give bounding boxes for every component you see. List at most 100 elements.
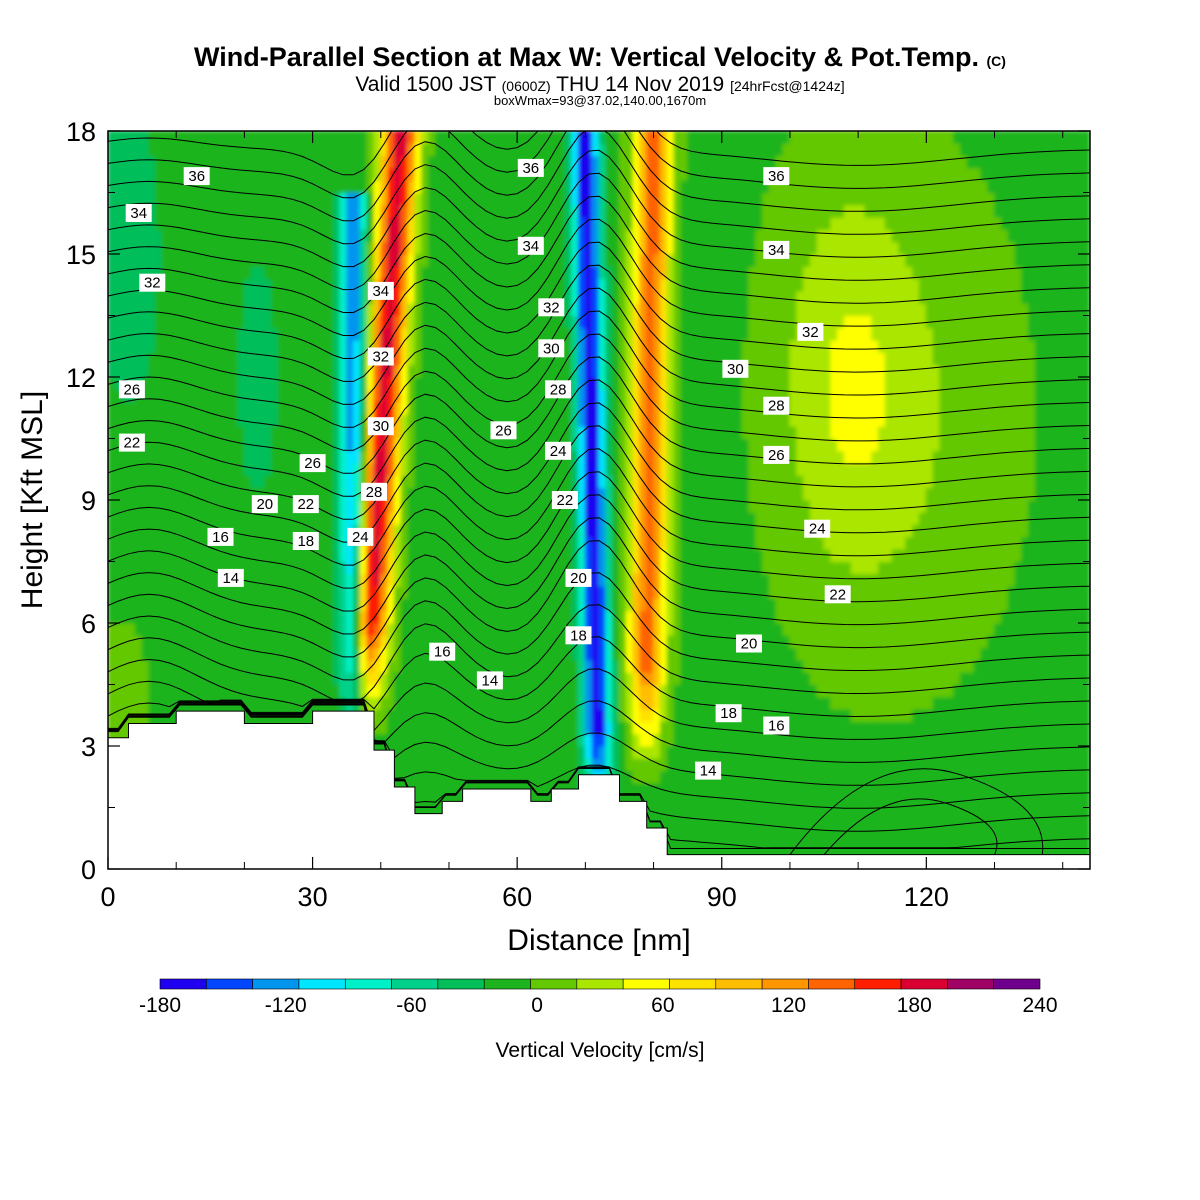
velocity-cell xyxy=(339,585,348,599)
velocity-cell xyxy=(121,659,129,673)
velocity-cell xyxy=(353,684,361,698)
velocity-cell xyxy=(230,179,239,193)
velocity-cell xyxy=(305,413,314,427)
velocity-cell xyxy=(264,155,273,169)
velocity-cell xyxy=(407,204,416,218)
velocity-cell xyxy=(243,561,252,575)
velocity-cell xyxy=(448,671,457,685)
velocity-cell xyxy=(162,536,170,550)
velocity-cell xyxy=(598,253,607,267)
velocity-cell xyxy=(421,228,430,243)
velocity-cell xyxy=(550,684,559,698)
velocity-cell xyxy=(428,192,436,206)
velocity-cell xyxy=(659,216,668,230)
velocity-cell xyxy=(659,548,668,562)
velocity-cell xyxy=(353,413,361,427)
velocity-cell xyxy=(666,265,675,280)
velocity-cell xyxy=(121,179,129,193)
velocity-cell xyxy=(496,745,505,759)
velocity-cell xyxy=(243,179,252,193)
velocity-cell xyxy=(332,364,341,378)
velocity-cell xyxy=(434,597,443,612)
velocity-cell xyxy=(380,561,389,575)
velocity-cell xyxy=(305,647,314,661)
velocity-cell xyxy=(618,573,627,587)
velocity-cell xyxy=(666,462,675,476)
velocity-cell xyxy=(659,228,668,243)
velocity-cell xyxy=(250,364,259,378)
velocity-cell xyxy=(646,524,655,538)
velocity-cell xyxy=(605,610,614,624)
velocity-cell xyxy=(612,757,620,772)
velocity-cell xyxy=(605,315,614,329)
velocity-cell xyxy=(625,647,634,661)
velocity-cell xyxy=(373,647,382,661)
velocity-cell xyxy=(162,561,170,575)
velocity-cell xyxy=(421,720,430,735)
velocity-cell xyxy=(496,253,505,267)
velocity-cell xyxy=(414,782,423,796)
velocity-cell xyxy=(489,634,498,649)
velocity-cell xyxy=(407,720,416,735)
velocity-cell xyxy=(659,142,668,157)
velocity-cell xyxy=(530,302,539,316)
velocity-cell xyxy=(632,192,641,206)
velocity-cell xyxy=(543,548,552,562)
velocity-cell xyxy=(387,339,395,353)
velocity-cell xyxy=(202,462,211,476)
velocity-cell xyxy=(196,179,204,193)
velocity-cell xyxy=(496,413,505,427)
velocity-cell xyxy=(659,339,668,353)
velocity-cell xyxy=(428,155,436,169)
velocity-cell xyxy=(196,376,204,390)
velocity-cell xyxy=(516,228,525,243)
velocity-cell xyxy=(400,376,409,390)
velocity-cell xyxy=(243,634,252,649)
velocity-cell xyxy=(591,684,600,698)
velocity-cell xyxy=(482,315,491,329)
velocity-cell xyxy=(421,684,430,698)
velocity-cell xyxy=(380,327,389,341)
velocity-cell xyxy=(646,647,655,661)
velocity-cell xyxy=(134,622,143,636)
velocity-cell xyxy=(414,708,423,722)
velocity-cell xyxy=(264,634,273,649)
velocity-cell xyxy=(578,487,586,501)
velocity-cell xyxy=(400,474,409,489)
velocity-cell xyxy=(257,327,266,341)
velocity-cell xyxy=(134,216,143,230)
velocity-cell xyxy=(230,438,239,452)
velocity-cell xyxy=(543,757,552,772)
velocity-cell xyxy=(428,413,436,427)
velocity-cell xyxy=(318,438,327,452)
velocity-cell xyxy=(155,339,164,353)
velocity-cell xyxy=(182,499,191,513)
velocity-cell xyxy=(318,339,327,353)
velocity-cell xyxy=(284,131,293,144)
velocity-cell xyxy=(400,438,409,452)
velocity-cell xyxy=(407,474,416,489)
velocity-cell xyxy=(482,462,491,476)
velocity-cell xyxy=(455,192,464,206)
velocity-cell xyxy=(428,142,436,157)
velocity-cell xyxy=(121,413,129,427)
velocity-cell xyxy=(441,204,450,218)
velocity-cell xyxy=(475,142,484,157)
velocity-cell xyxy=(393,733,402,747)
velocity-cell xyxy=(482,647,491,661)
velocity-cell xyxy=(639,351,648,366)
velocity-cell xyxy=(284,155,293,169)
velocity-cell xyxy=(584,536,593,550)
velocity-cell xyxy=(237,450,245,464)
velocity-cell xyxy=(537,401,545,415)
velocity-cell xyxy=(291,339,300,353)
velocity-cell xyxy=(196,573,204,587)
velocity-cell xyxy=(216,684,225,698)
velocity-cell xyxy=(114,290,123,304)
velocity-cell xyxy=(414,733,423,747)
velocity-cell xyxy=(189,265,198,280)
velocity-cell xyxy=(462,388,470,403)
velocity-cell xyxy=(509,241,518,255)
velocity-cell xyxy=(387,142,395,157)
velocity-cell xyxy=(482,610,491,624)
